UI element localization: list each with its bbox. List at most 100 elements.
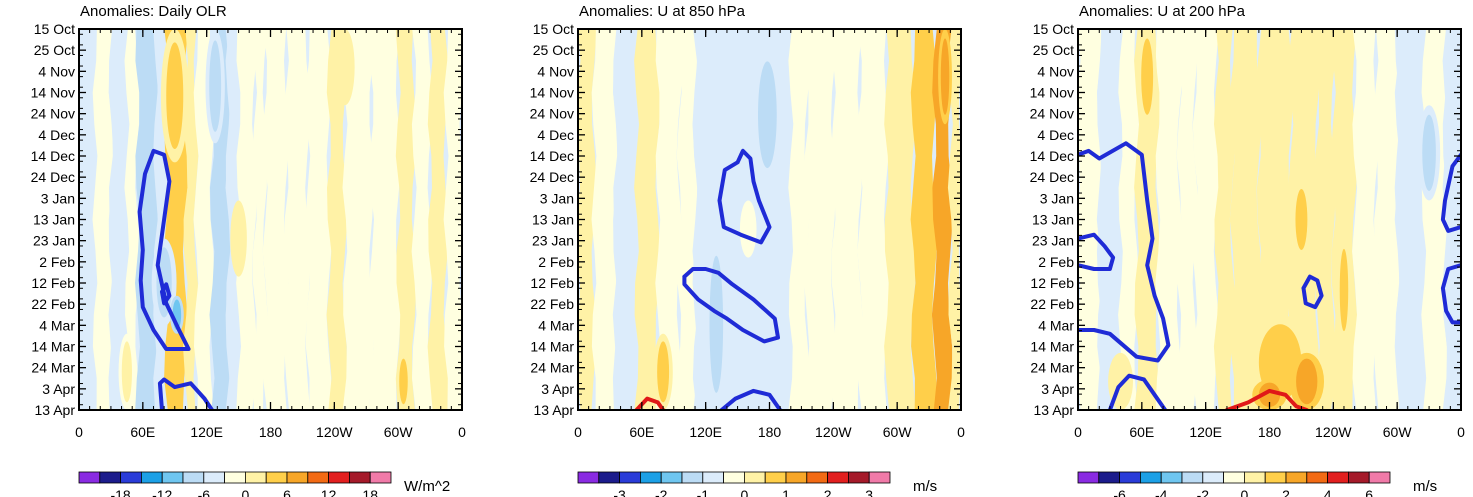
colorbar-label: 2 [1282,487,1290,497]
y-tick-label: 25 Oct [1033,42,1074,58]
colorbar-swatch [224,471,246,484]
anomaly-band [830,29,863,410]
y-tick-label: 12 Feb [1030,275,1074,291]
anomaly-band [591,29,618,410]
anomaly-band [857,29,889,410]
y-tick-label: 12 Feb [530,275,574,291]
y-tick-label: 14 Mar [1030,339,1074,355]
y-tick-label: 14 Nov [1030,85,1074,101]
colorbar-swatch [244,471,267,484]
colorbar-units: W/m^2 [404,478,450,495]
anomaly-feature-core [1141,38,1154,115]
colorbar-swatch [598,471,620,484]
anomaly-band [1256,29,1294,410]
y-tick-label: 25 Oct [34,42,75,58]
colorbar-label: 2 [824,487,832,497]
y-tick-label: 4 Nov [537,63,574,79]
colorbar-swatch [1306,471,1329,484]
anomaly-band [1213,29,1235,410]
colorbar-swatch [744,471,766,484]
colorbar-label: 1 [782,487,790,497]
colorbar-label: -18 [110,487,130,497]
colorbar-swatch [1368,471,1391,484]
y-tick-label: 23 Jan [1032,233,1074,249]
x-tick-label: 0 [1457,424,1465,440]
colorbar-label: 18 [362,487,378,497]
y-tick-label: 4 Dec [38,127,75,143]
anomaly-band [1394,29,1427,410]
colorbar-label: 0 [242,487,250,497]
x-tick-label: 0 [75,424,83,440]
colorbar-label: 0 [1241,487,1249,497]
panel-olr: Anomalies: Daily OLR W/m^2 15 Oct 25 Oct 4… [31,3,466,497]
anomaly-band [676,29,698,410]
anomaly-band [634,29,661,410]
colorbar-swatch [120,471,142,484]
colorbar-label: 3 [865,487,873,497]
colorbar: -3 -2 -1 0 1 2 3 [577,471,891,497]
y-tick-label: 4 Mar [39,317,75,333]
y-tick-label: 2 Feb [39,254,75,270]
significance-contour [1440,152,1461,233]
y-tick-label: 14 Dec [1030,148,1074,164]
anomaly-feature-core [1258,382,1281,407]
anomaly-band [236,29,257,410]
anomaly-band [108,29,130,410]
y-tick-label: 13 Jan [532,212,574,228]
colorbar-swatch [1327,471,1349,484]
y-tick-label: 3 Jan [540,190,574,206]
y-tick-label: 15 Oct [533,21,574,37]
colorbar-label: -6 [1113,487,1126,497]
y-tick-label: 4 Nov [1037,63,1074,79]
anomaly-band [79,29,98,410]
colorbar-swatch [286,471,309,484]
y-tick-label: 2 Feb [1038,254,1074,270]
x-tick-label: 120E [1189,424,1222,440]
anomaly-band [788,29,810,410]
y-tick-label: 24 Nov [1030,106,1074,122]
colorbar-swatch [99,471,122,484]
x-tick-label: 60E [629,424,654,440]
y-tick-label: 13 Apr [1034,402,1075,418]
anomaly-band [305,29,332,410]
colorbar-label: -1 [697,487,710,497]
y-tick-label: 3 Jan [1040,190,1074,206]
colorbar-swatch [619,471,641,484]
colorbar-label: 6 [1365,487,1373,497]
y-tick-label: 14 Nov [530,85,574,101]
colorbar-swatch [1202,471,1225,484]
x-tick-label: 0 [957,424,965,440]
y-tick-label: 13 Apr [534,402,575,418]
y-tick-label: 24 Dec [31,169,75,185]
colorbar-swatch [1119,471,1141,484]
y-tick-label: 24 Dec [530,169,574,185]
y-tick-label: 14 Dec [530,148,574,164]
anomaly-band [369,29,401,410]
anomaly-band [411,29,433,410]
significance-contour [160,282,172,306]
y-tick-label: 14 Mar [31,339,75,355]
colorbar-swatch [1264,471,1287,484]
y-tick-label: 4 Dec [537,127,574,143]
anomaly-band [92,29,114,410]
colorbar-swatch [1223,471,1245,484]
y-tick-label: 22 Feb [1030,296,1074,312]
x-tick-label: 120E [190,424,223,440]
anomaly-feature-core [121,341,132,403]
y-tick-label: 3 Jan [41,190,75,206]
colorbar-swatch [1077,471,1100,484]
y-tick-label: 3 Apr [1041,381,1074,397]
y-tick-label: 23 Jan [33,233,75,249]
anomaly-band [1229,29,1262,410]
y-tick-label: 14 Mar [530,339,574,355]
colorbar-swatch [577,471,600,484]
anomaly-band [135,29,159,410]
significance-contour [1440,263,1461,325]
colorbar-swatch [328,471,350,484]
y-tick-label: 24 Dec [1030,169,1074,185]
colorbar: -6 -4 -2 0 2 4 6 [1077,471,1391,497]
anomaly-feature-core [1295,189,1308,250]
significance-contour [157,377,214,410]
anomaly-feature-core [1422,114,1436,191]
